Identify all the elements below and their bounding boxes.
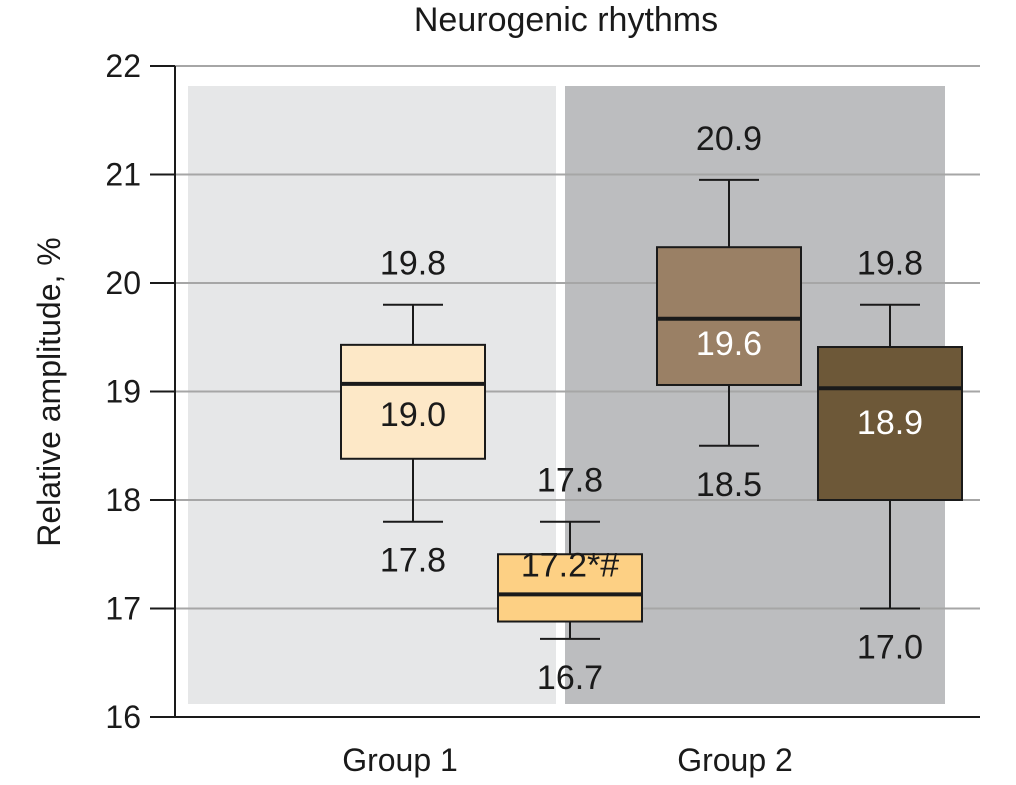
y-tick-label-21: 21 — [105, 157, 141, 193]
boxes — [340, 178, 963, 640]
y-tick-label-22: 22 — [105, 48, 141, 84]
box-2 — [497, 553, 643, 623]
median-label-2: 17.2*# — [521, 546, 619, 584]
x-category-label-2: Group 2 — [677, 742, 793, 778]
box-3 — [656, 246, 802, 386]
axes: Group 1 Group 2 16 17 18 19 20 21 22 — [105, 48, 980, 778]
y-tick-label-19: 19 — [105, 374, 141, 410]
max-label-4: 19.8 — [857, 245, 923, 283]
max-label-2: 17.8 — [537, 462, 603, 500]
y-tick-label-20: 20 — [105, 265, 141, 301]
median-label-4: 18.9 — [857, 404, 923, 442]
max-label-1: 19.8 — [380, 245, 446, 283]
y-tick-label-16: 16 — [105, 699, 141, 735]
y-tick-label-18: 18 — [105, 482, 141, 518]
box-4 — [817, 346, 963, 502]
chart-title: Neurogenic rhythms — [414, 1, 718, 39]
x-category-label-1: Group 1 — [342, 742, 458, 778]
y-axis-label: Relative amplitude, % — [31, 237, 67, 546]
min-label-1: 17.8 — [380, 542, 446, 580]
max-label-3: 20.9 — [696, 120, 762, 158]
min-label-2: 16.7 — [537, 659, 603, 697]
median-label-3: 19.6 — [696, 325, 762, 363]
median-label-1: 19.0 — [380, 396, 446, 434]
data-labels: 19.8 19.0 17.8 17.8 17.2*# 16.7 20.9 19.6 18.5 19… — [380, 120, 923, 697]
min-label-4: 17.0 — [857, 629, 923, 667]
box-1 — [340, 343, 486, 460]
min-label-3: 18.5 — [696, 466, 762, 504]
y-tick-label-17: 17 — [105, 591, 141, 627]
